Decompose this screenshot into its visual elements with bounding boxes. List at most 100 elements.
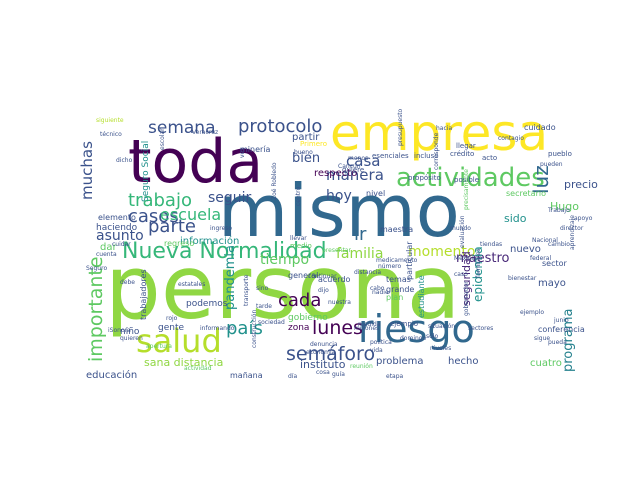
word-pais: país xyxy=(226,318,263,339)
word-casa: casa xyxy=(346,152,380,170)
word-transporte: transporte xyxy=(243,274,250,306)
word-actividades: actividades xyxy=(396,163,545,193)
word-sectores: sectores xyxy=(468,325,493,332)
word-cabo: cabo xyxy=(370,285,385,292)
word-proposito: propósito xyxy=(408,174,441,182)
word-contagio: contagio xyxy=(498,135,524,142)
word-maestra: maestra xyxy=(380,225,413,234)
word-asunto: asunto xyxy=(96,228,144,244)
word-apoyo: apoyo xyxy=(574,215,593,222)
word-gobierno: gobierno xyxy=(288,313,328,323)
word-incluso: incluso xyxy=(414,152,439,160)
word-acto: acto xyxy=(482,154,497,162)
word-instituto: instituto xyxy=(300,358,346,371)
word-cada: cada xyxy=(278,290,321,311)
word-parte: parte xyxy=(148,216,196,237)
word-reunion: reunión xyxy=(350,363,373,370)
word-hacia: hacia xyxy=(436,125,452,132)
word-seguro-social: Seguro Social xyxy=(141,141,151,202)
word-general: general xyxy=(288,271,318,280)
word-economia: economía xyxy=(306,349,336,356)
word-solo: sólo xyxy=(426,333,438,340)
word-persona: persona xyxy=(105,236,461,339)
word-nino: niño xyxy=(120,327,140,337)
word-vida: vida xyxy=(370,347,383,354)
word-cosa: cosa xyxy=(316,369,330,376)
word-sido: sido xyxy=(504,212,527,225)
word-nacional: Nacional xyxy=(532,237,558,244)
word-sector: sector xyxy=(542,259,568,268)
word-dijo: dijo xyxy=(318,287,329,294)
word-cuidar: cuidar xyxy=(112,241,131,248)
word-quiere: quiere xyxy=(342,166,364,174)
word-cambio: cambio xyxy=(548,241,570,248)
word-pueblo: pueblo xyxy=(548,150,572,158)
word-presupuesto: presupuesto xyxy=(397,108,404,146)
word-construccion: construcción xyxy=(251,310,258,348)
word-quieren: quieren xyxy=(120,335,143,342)
word-millones: millones xyxy=(354,325,379,332)
word-actividad: actividad xyxy=(184,365,212,372)
word-regreso: regreso xyxy=(164,239,194,248)
word-tarde: tarde xyxy=(256,303,272,310)
word-etapa: etapa xyxy=(386,373,404,380)
word-bien: bien xyxy=(292,151,320,166)
word-llegar: llegar xyxy=(456,142,476,150)
word-partir: partir xyxy=(292,132,320,143)
word-hoy: hoy xyxy=(326,188,352,204)
word-ingreso: ingreso xyxy=(210,225,232,232)
word-primero: Primero xyxy=(300,140,327,148)
word-trabajo: trabajo xyxy=(128,190,192,211)
word-nadie: nadie xyxy=(372,289,389,296)
word-ejemplo: ejemplo xyxy=(390,320,418,328)
word-protocolo: protocolo xyxy=(238,116,322,137)
word-medio: medio xyxy=(290,242,312,250)
word-medicamento: medicamento xyxy=(376,257,418,264)
word-ir: ir xyxy=(354,224,367,245)
word-tiendas: tiendas xyxy=(480,241,502,248)
word-cuenta: cuenta xyxy=(96,251,117,258)
word-precisamente: precisamente xyxy=(463,169,470,210)
word-bueno: bueno xyxy=(294,149,313,156)
word-manera: manera xyxy=(326,166,384,184)
word-dar: dar xyxy=(100,242,117,253)
word-nueva-normalidad: Nueva Normalidad xyxy=(122,239,327,264)
word-casos: casos xyxy=(128,206,179,227)
word-denuncia: denuncia xyxy=(310,341,338,348)
word-caso: caso xyxy=(454,271,468,278)
word-numero: número xyxy=(378,263,401,270)
word-importante: importante xyxy=(85,256,107,362)
word-isonora: iSonora xyxy=(108,327,131,334)
word-particular: particular xyxy=(405,241,414,280)
word-apertura: apertura xyxy=(146,343,172,350)
word-dia: día xyxy=(288,373,297,380)
word-escuela: escuela xyxy=(160,205,221,224)
word-guia: guía xyxy=(332,371,345,378)
word-posible: posible xyxy=(454,176,479,184)
word-situacion: situación xyxy=(428,323,455,330)
word-respecto: respecto xyxy=(314,168,357,179)
word-mismo: mismo xyxy=(218,169,460,253)
word-hugo: Hugo xyxy=(550,200,579,213)
word-podemos: podemos xyxy=(186,299,228,309)
word-distancia: distancia xyxy=(354,269,381,276)
word-rojo: rojo xyxy=(166,315,178,322)
word-cuatro: cuatro xyxy=(530,358,562,369)
word-mundo: mundo xyxy=(450,225,471,232)
word-elemento: elemento xyxy=(98,213,136,222)
word-veracruz: Veracruz xyxy=(192,129,218,136)
word-corresponde: corresponde xyxy=(433,132,440,170)
word-ejemplo: ejemplo xyxy=(520,309,544,316)
word-gobernador: gobernador xyxy=(463,281,470,316)
word-domingo: domingo xyxy=(400,335,427,342)
word-tiempo: tiempo xyxy=(260,252,309,268)
word-bienestar: bienestar xyxy=(508,275,537,282)
word-familiares: familiares xyxy=(475,249,482,278)
word-grande: grande xyxy=(386,285,414,294)
word-escolar: escolar xyxy=(159,128,166,150)
word-maestro: maestro xyxy=(456,251,510,266)
word-niveles: niveles xyxy=(430,345,451,352)
word-esenciales: esenciales xyxy=(372,152,409,160)
